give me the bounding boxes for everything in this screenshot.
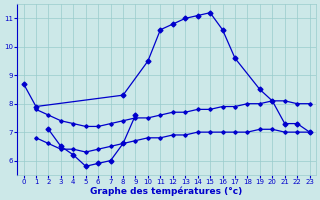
- X-axis label: Graphe des températures (°c): Graphe des températures (°c): [91, 186, 243, 196]
